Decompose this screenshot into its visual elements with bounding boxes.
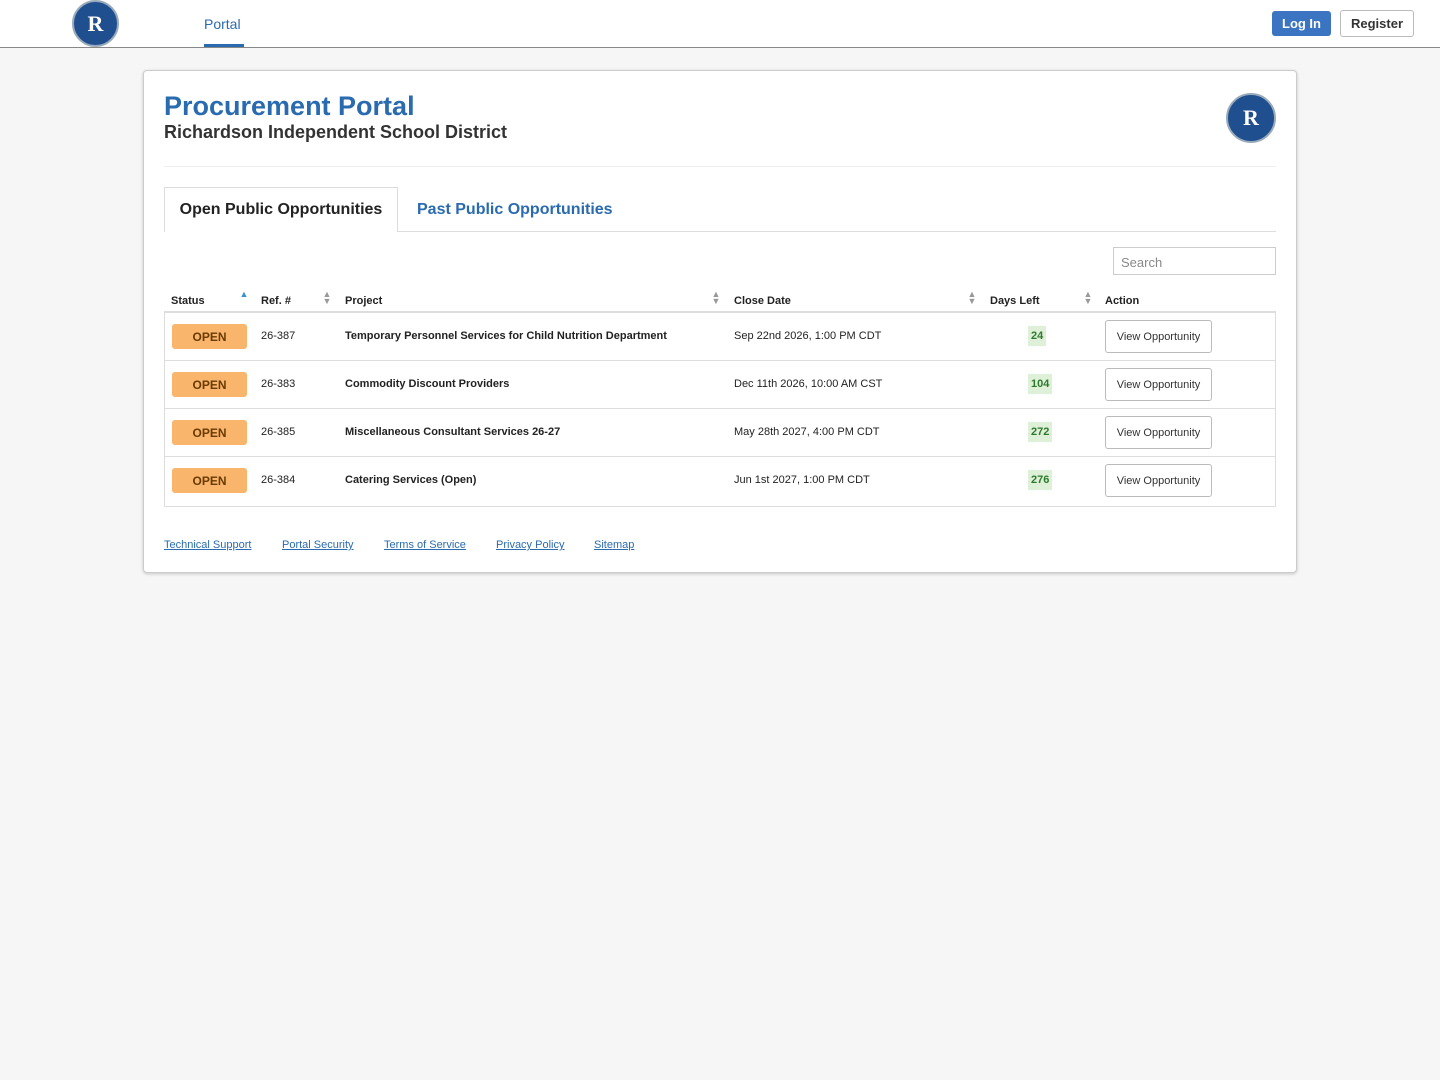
tab-past[interactable]: Past Public Opportunities (417, 200, 613, 218)
footer-link[interactable]: Technical Support (164, 539, 252, 551)
days-left: 276 (1028, 470, 1053, 490)
project-name: Temporary Personnel Services for Child N… (345, 330, 667, 342)
ref-number: 26-383 (261, 378, 296, 390)
view-button[interactable]: View Opportunity (1105, 464, 1212, 497)
column-header[interactable]: Days Left (990, 295, 1040, 307)
view-button[interactable]: View Opportunity (1105, 368, 1212, 401)
top-nav: R Portal Log In Register (0, 0, 1440, 48)
column-header[interactable]: Close Date (734, 295, 791, 307)
footer-link[interactable]: Portal Security (282, 539, 354, 551)
nav-portal[interactable]: Portal (204, 16, 241, 32)
project-name: Commodity Discount Providers (345, 378, 510, 390)
ref-number: 26-384 (261, 474, 296, 486)
subtitle: Richardson Independent School District (164, 122, 508, 142)
header-logo: R (1226, 93, 1276, 143)
project-name: Catering Services (Open) (345, 474, 477, 486)
status-badge: OPEN (172, 324, 247, 349)
view-button[interactable]: View Opportunity (1105, 416, 1212, 449)
title: Procurement Portal (164, 91, 415, 121)
sort-icon: ▲▼ (711, 289, 721, 303)
days-left: 272 (1028, 422, 1053, 442)
register-button[interactable]: Register (1340, 10, 1414, 37)
row-divider (165, 408, 1275, 409)
logo[interactable]: R (72, 0, 119, 47)
tab-open[interactable]: Open Public Opportunities (164, 187, 398, 232)
sort-icon: ▲▼ (322, 289, 332, 303)
active-indicator (204, 44, 244, 47)
login-button[interactable]: Log In (1272, 11, 1331, 36)
tab-line (164, 231, 1276, 232)
sort-icon: ▲▼ (967, 289, 977, 303)
status-badge: OPEN (172, 468, 247, 493)
footer-link[interactable]: Terms of Service (384, 539, 466, 551)
column-header[interactable]: Status (171, 295, 205, 307)
status-badge: OPEN (172, 372, 247, 397)
column-header[interactable]: Ref. # (261, 295, 291, 307)
search-input[interactable]: Search (1113, 247, 1276, 275)
close-date: Jun 1st 2027, 1:00 PM CDT (734, 474, 870, 486)
footer-link[interactable]: Sitemap (594, 539, 635, 551)
days-left: 24 (1028, 326, 1047, 346)
row-divider (165, 360, 1275, 361)
days-left: 104 (1028, 374, 1053, 394)
ref-number: 26-385 (261, 426, 296, 438)
close-date: Sep 22nd 2026, 1:00 PM CDT (734, 330, 882, 342)
divider (164, 166, 1276, 167)
ref-number: 26-387 (261, 330, 296, 342)
project-name: Miscellaneous Consultant Services 26-27 (345, 426, 561, 438)
status-badge: OPEN (172, 420, 247, 445)
table-border (164, 311, 1276, 507)
close-date: May 28th 2027, 4:00 PM CDT (734, 426, 880, 438)
row-divider (165, 456, 1275, 457)
footer-link[interactable]: Privacy Policy (496, 539, 565, 551)
close-date: Dec 11th 2026, 10:00 AM CST (734, 378, 883, 390)
view-button[interactable]: View Opportunity (1105, 320, 1212, 353)
card: Procurement Portal Richardson Independen… (143, 70, 1297, 573)
sort-icon: ▲ (239, 289, 249, 296)
column-header[interactable]: Project (345, 295, 383, 307)
column-header: Action (1105, 295, 1140, 307)
sort-icon: ▲▼ (1083, 289, 1093, 303)
